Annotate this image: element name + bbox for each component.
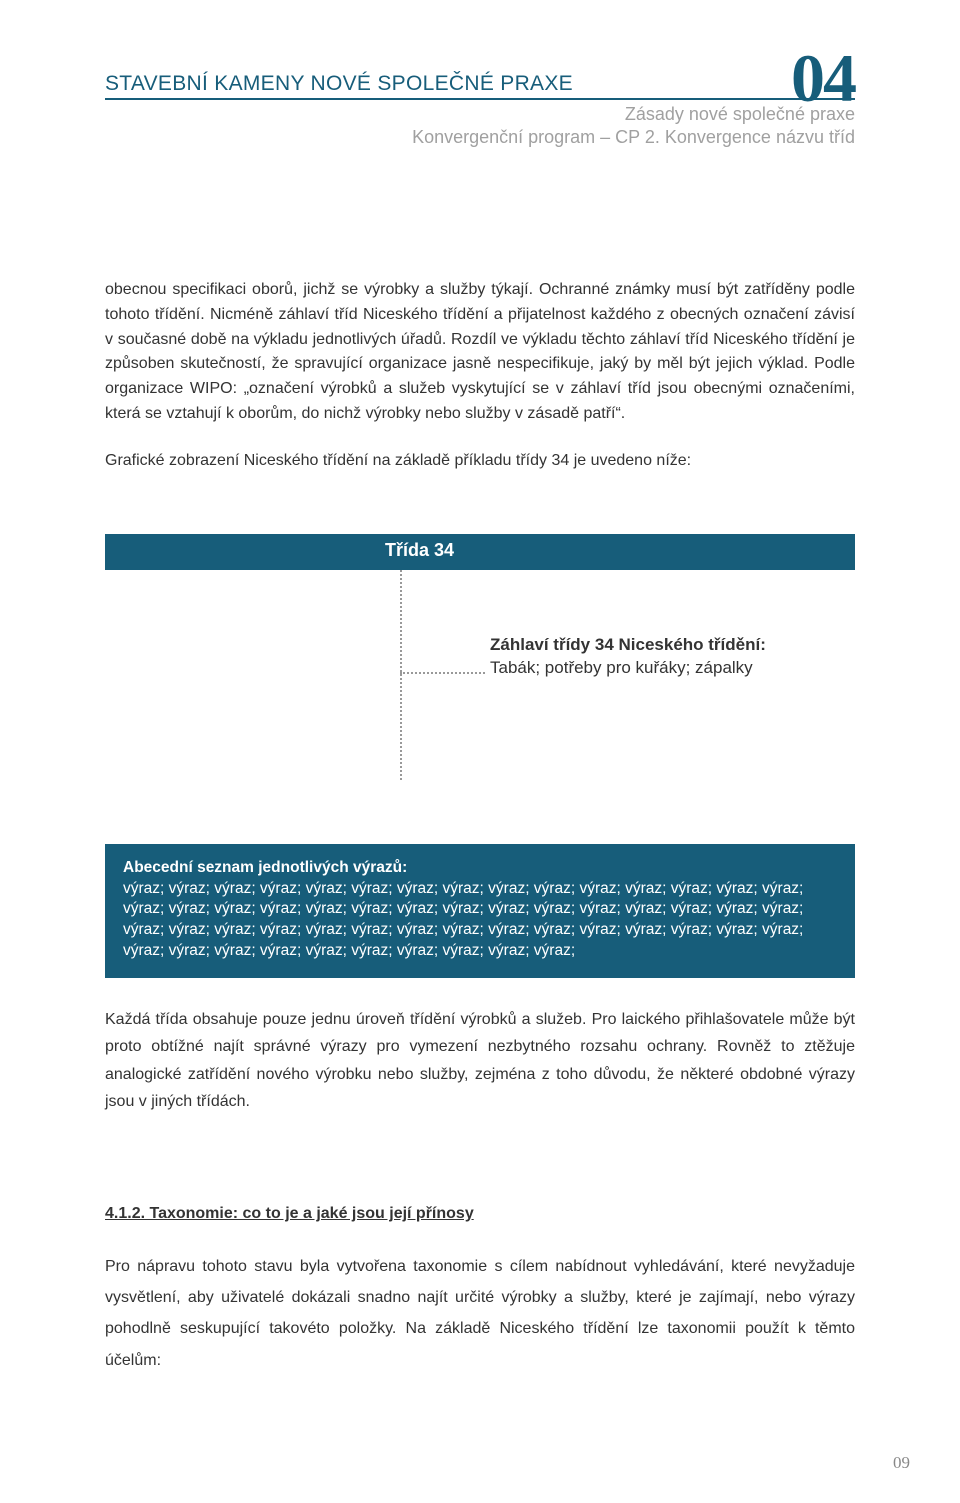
class-bar: Třída 34 xyxy=(105,534,855,570)
header-subtitle-2: Konvergenční program – CP 2. Konvergence… xyxy=(105,127,855,148)
class-heading-box: Záhlaví třídy 34 Niceského třídění: Tabá… xyxy=(490,634,810,680)
body-paragraph-2: Grafické zobrazení Niceského třídění na … xyxy=(105,449,855,474)
header-title: STAVEBNÍ KAMENY NOVÉ SPOLEČNÉ PRAXE xyxy=(105,72,855,100)
classification-diagram: Třída 34 Záhlaví třídy 34 Niceského tříd… xyxy=(105,534,855,794)
dotted-line-horizontal xyxy=(400,672,485,674)
page-header: 04 STAVEBNÍ KAMENY NOVÉ SPOLEČNÉ PRAXE Z… xyxy=(105,72,855,148)
alpha-block-title: Abecední seznam jednotlivých výrazů: xyxy=(123,858,837,879)
alpha-block-line: výraz; výraz; výraz; výraz; výraz; výraz… xyxy=(123,899,837,920)
body-paragraph-4: Pro nápravu tohoto stavu byla vytvořena … xyxy=(105,1251,855,1376)
chapter-number: 04 xyxy=(791,44,855,112)
alphabetical-list-block: Abecední seznam jednotlivých výrazů: výr… xyxy=(105,844,855,979)
class-heading-bold: Záhlaví třídy 34 Niceského třídění: xyxy=(490,635,766,654)
class-heading-rest: Tabák; potřeby pro kuřáky; zápalky xyxy=(490,658,753,677)
class-bar-label: Třída 34 xyxy=(385,540,454,561)
body-paragraph-3: Každá třída obsahuje pouze jednu úroveň … xyxy=(105,1006,855,1115)
alpha-block-line: výraz; výraz; výraz; výraz; výraz; výraz… xyxy=(123,920,837,941)
header-subtitle-1: Zásady nové společné praxe xyxy=(105,104,855,125)
dotted-line-vertical xyxy=(400,570,402,780)
page-container: 04 STAVEBNÍ KAMENY NOVÉ SPOLEČNÉ PRAXE Z… xyxy=(0,0,960,1503)
body-paragraph-1: obecnou specifikaci oborů, jichž se výro… xyxy=(105,278,855,427)
section-heading: 4.1.2. Taxonomie: co to je a jaké jsou j… xyxy=(105,1205,855,1223)
alpha-block-line: výraz; výraz; výraz; výraz; výraz; výraz… xyxy=(123,941,837,962)
page-number: 09 xyxy=(893,1453,910,1473)
alpha-block-line: výraz; výraz; výraz; výraz; výraz; výraz… xyxy=(123,879,837,900)
